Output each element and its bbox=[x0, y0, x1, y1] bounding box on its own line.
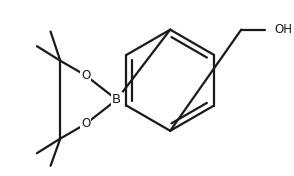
Text: O: O bbox=[81, 118, 90, 130]
Text: O: O bbox=[81, 69, 90, 82]
Text: B: B bbox=[112, 93, 121, 106]
Text: OH: OH bbox=[274, 23, 292, 36]
